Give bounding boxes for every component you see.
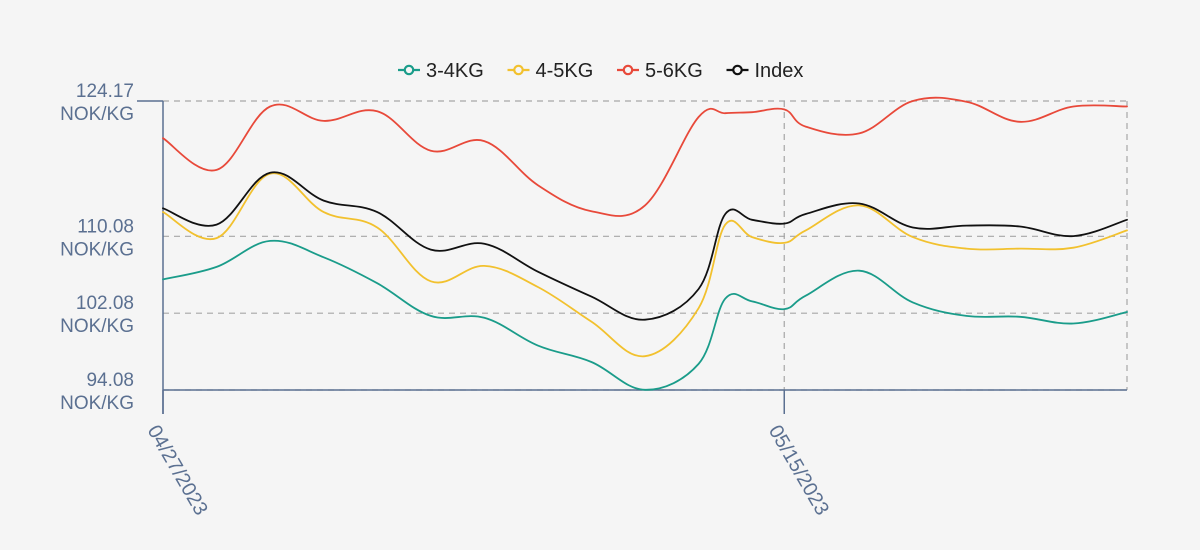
y-tick-unit: NOK/KG <box>60 104 134 125</box>
legend-marker-icon <box>622 64 634 76</box>
plot-area <box>162 96 1128 391</box>
y-tick-label: 102.08 <box>76 293 134 314</box>
y-tick-label: 124.17 <box>76 81 134 102</box>
y-tick-unit: NOK/KG <box>60 393 134 414</box>
series-line-3-4kg <box>162 239 1128 391</box>
axes <box>137 100 1127 414</box>
legend-item-4-5kg[interactable]: 4-5KG <box>507 60 594 82</box>
y-tick-unit: NOK/KG <box>60 316 134 337</box>
legend: 3-4KG 4-5KG 5-6KG Index <box>398 60 803 82</box>
legend-marker-icon <box>513 64 524 76</box>
x-axis-ticks: 04/27/2023 05/15/2023 <box>143 422 833 520</box>
series-line-5-6kg <box>162 96 1128 217</box>
y-tick-label: 110.08 <box>77 216 134 237</box>
series-line-4-5kg <box>162 172 1128 358</box>
gridlines <box>163 100 1128 391</box>
legend-label: 5-6KG <box>645 60 703 82</box>
x-tick-label: 04/27/2023 <box>143 422 212 520</box>
legend-marker-icon <box>732 64 743 76</box>
x-tick-label: 05/15/2023 <box>764 422 833 520</box>
legend-label: 4-5KG <box>536 60 594 82</box>
legend-item-index[interactable]: Index <box>726 60 804 82</box>
legend-item-3-4kg[interactable]: 3-4KG <box>398 60 484 82</box>
legend-label: 3-4KG <box>426 60 484 82</box>
legend-label: Index <box>755 60 804 82</box>
y-tick-label: 94.08 <box>86 370 134 391</box>
series-line-index <box>162 171 1128 321</box>
y-axis-ticks: 94.08NOK/KG102.08NOK/KG110.08NOK/KG124.1… <box>60 81 134 414</box>
legend-marker-icon <box>403 64 415 76</box>
legend-item-5-6kg[interactable]: 5-6KG <box>617 60 703 82</box>
y-tick-unit: NOK/KG <box>60 239 134 260</box>
